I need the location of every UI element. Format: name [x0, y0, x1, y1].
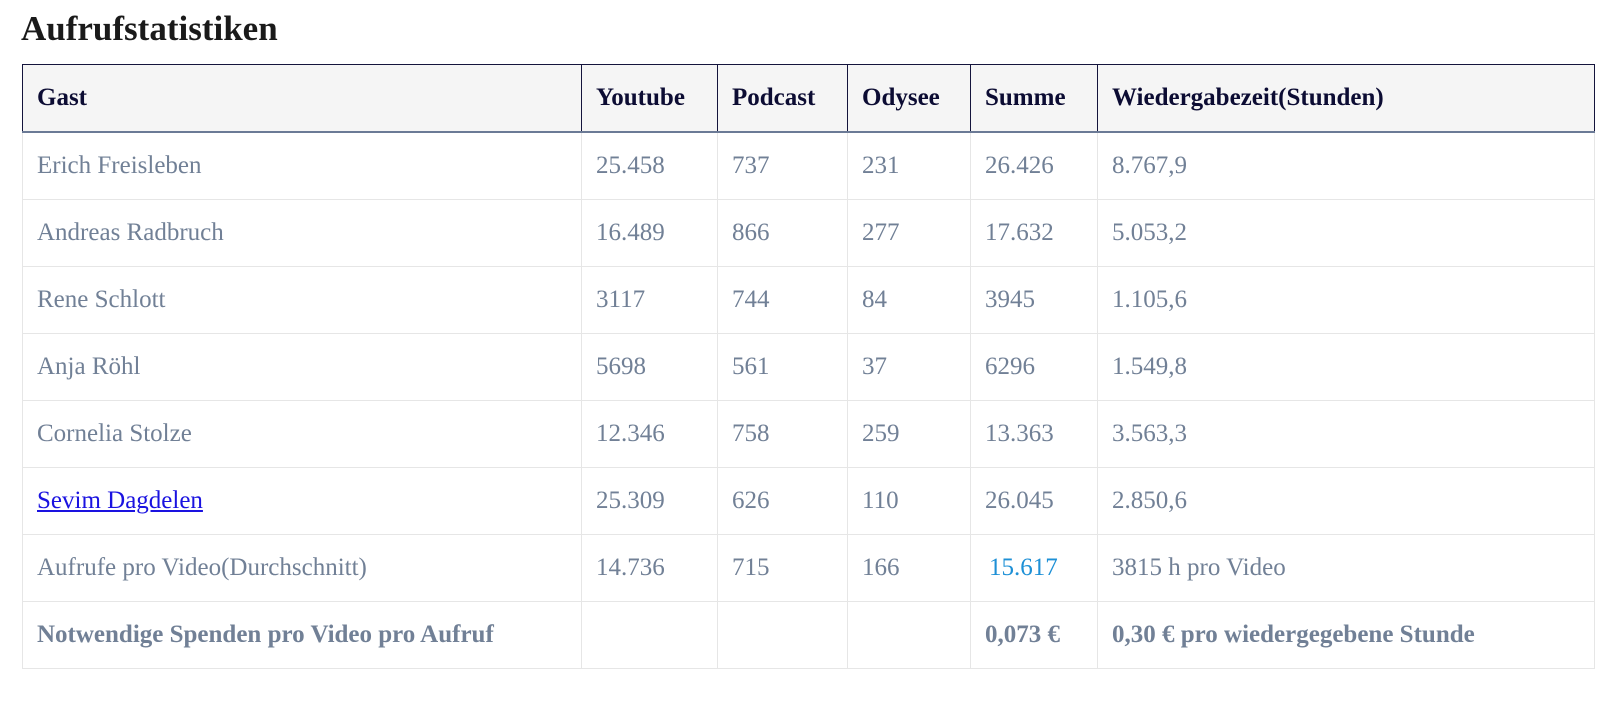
cell-gast: Sevim Dagdelen [22, 467, 582, 535]
cell-wiedergabezeit: 1.549,8 [1097, 333, 1595, 401]
cell-summe: 17.632 [970, 199, 1098, 267]
table-row-donations: Notwendige Spenden pro Video pro Aufruf … [22, 601, 1595, 669]
cell-gast: Erich Freisleben [22, 131, 582, 200]
cell-podcast: 626 [717, 467, 848, 535]
cell-odysee: 259 [847, 400, 971, 468]
cell-wiedergabezeit: 8.767,9 [1097, 131, 1595, 200]
cell-summe: 26.426 [970, 131, 1098, 200]
cell-wiedergabezeit: 3.563,3 [1097, 400, 1595, 468]
column-header-summe: Summe [970, 64, 1098, 133]
cell-summe: 3945 [970, 266, 1098, 334]
cell-summe: 6296 [970, 333, 1098, 401]
cell-gast: Andreas Radbruch [22, 199, 582, 267]
cell-summe: 15.617 [970, 534, 1098, 602]
table-header-row: Gast Youtube Podcast Odysee Summe Wieder… [22, 64, 1595, 133]
cell-gast: Rene Schlott [22, 266, 582, 334]
cell-youtube: 25.309 [581, 467, 718, 535]
table-row: Cornelia Stolze 12.346 758 259 13.363 3.… [22, 400, 1595, 468]
cell-odysee: 84 [847, 266, 971, 334]
cell-wiedergabezeit: 1.105,6 [1097, 266, 1595, 334]
table-row: Erich Freisleben 25.458 737 231 26.426 8… [22, 131, 1595, 200]
guest-link-sevim-dagdelen[interactable]: Sevim Dagdelen [37, 487, 203, 514]
cell-youtube: 16.489 [581, 199, 718, 267]
cell-podcast: 715 [717, 534, 848, 602]
cell-youtube: 14.736 [581, 534, 718, 602]
table-row: Sevim Dagdelen 25.309 626 110 26.045 2.8… [22, 467, 1595, 535]
cell-summe: 0,073 € [970, 601, 1098, 669]
column-header-youtube: Youtube [581, 64, 718, 133]
cell-gast: Cornelia Stolze [22, 400, 582, 468]
table-row: Rene Schlott 3117 744 84 3945 1.105,6 [22, 266, 1595, 334]
cell-youtube: 25.458 [581, 131, 718, 200]
cell-summe: 26.045 [970, 467, 1098, 535]
cell-odysee: 166 [847, 534, 971, 602]
cell-podcast: 866 [717, 199, 848, 267]
cell-wiedergabezeit: 2.850,6 [1097, 467, 1595, 535]
cell-gast: Aufrufe pro Video(Durchschnitt) [22, 534, 582, 602]
cell-summe: 13.363 [970, 400, 1098, 468]
cell-wiedergabezeit: 3815 h pro Video [1097, 534, 1595, 602]
column-header-gast: Gast [22, 64, 582, 133]
column-header-wiedergabezeit: Wiedergabezeit(Stunden) [1097, 64, 1595, 133]
cell-odysee [847, 601, 971, 669]
cell-podcast: 561 [717, 333, 848, 401]
average-sum-highlight: 15.617 [989, 554, 1058, 581]
cell-odysee: 37 [847, 333, 971, 401]
statistics-table: Gast Youtube Podcast Odysee Summe Wieder… [22, 64, 1595, 669]
cell-wiedergabezeit: 0,30 € pro wiedergegebene Stunde [1097, 601, 1595, 669]
cell-wiedergabezeit: 5.053,2 [1097, 199, 1595, 267]
cell-podcast [717, 601, 848, 669]
page-title: Aufrufstatistiken [21, 9, 278, 48]
table-row: Anja Röhl 5698 561 37 6296 1.549,8 [22, 333, 1595, 401]
cell-odysee: 277 [847, 199, 971, 267]
cell-youtube: 12.346 [581, 400, 718, 468]
cell-podcast: 737 [717, 131, 848, 200]
cell-youtube: 5698 [581, 333, 718, 401]
cell-gast: Anja Röhl [22, 333, 582, 401]
cell-odysee: 110 [847, 467, 971, 535]
cell-youtube: 3117 [581, 266, 718, 334]
table-row: Andreas Radbruch 16.489 866 277 17.632 5… [22, 199, 1595, 267]
table-row-average: Aufrufe pro Video(Durchschnitt) 14.736 7… [22, 534, 1595, 602]
column-header-podcast: Podcast [717, 64, 848, 133]
cell-podcast: 758 [717, 400, 848, 468]
cell-gast: Notwendige Spenden pro Video pro Aufruf [22, 601, 582, 669]
column-header-odysee: Odysee [847, 64, 971, 133]
cell-podcast: 744 [717, 266, 848, 334]
cell-youtube [581, 601, 718, 669]
cell-odysee: 231 [847, 131, 971, 200]
